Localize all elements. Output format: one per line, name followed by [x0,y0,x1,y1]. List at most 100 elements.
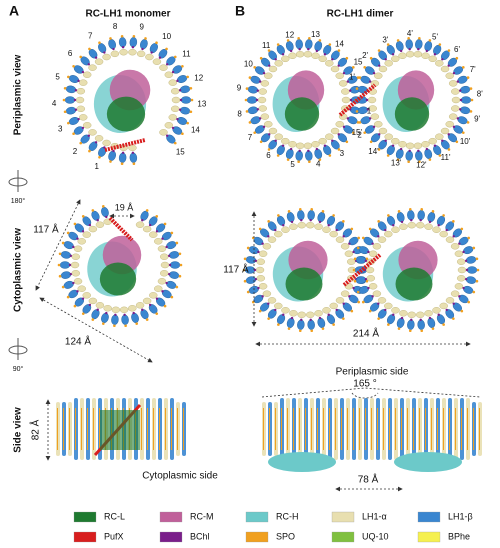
spo [363,131,366,134]
lh1-beta [457,75,468,84]
lh1-beta [360,75,371,84]
lh1-beta [465,256,477,264]
bchl [352,286,355,290]
spo [171,408,172,450]
lh1-beta [129,152,138,163]
bchl [348,295,351,298]
lh1-alpha [368,283,378,290]
bchl [456,117,460,120]
bchl [274,139,277,142]
bchl [331,58,334,61]
lh1-alpha [75,96,85,104]
bchl [256,108,260,111]
lh1-beta [459,85,471,94]
lh1-alpha [70,261,80,269]
lh1-alpha [341,96,351,104]
lh1-beta [460,96,472,104]
spo [418,36,421,40]
lh1-alpha [102,53,111,61]
bchl [318,316,322,320]
ring-label: 9 [237,84,242,93]
legend-swatch [159,511,183,523]
spo [135,322,138,325]
bchl [352,250,355,254]
lh1-beta [433,44,442,55]
lh1-alpha [82,231,91,238]
bchl [141,219,144,222]
spo [460,227,464,231]
lh1-beta [427,317,436,329]
bchl [257,250,260,254]
lh1-alpha [318,55,327,63]
lh1-alpha [391,55,400,63]
lh1-beta [140,210,149,221]
lh1-alpha [258,250,268,257]
bchl [165,134,169,137]
lh1-alpha [260,80,270,87]
lh1-beta [407,210,415,221]
lh1-alpha [255,266,265,274]
bchl [337,64,340,67]
lh1-alpha [405,50,415,58]
spo [466,76,470,79]
legend-label: LH1-β [448,511,473,521]
bchl [307,48,310,51]
lh1-alpha [152,58,162,65]
bchl [167,272,171,276]
structures [56,34,482,472]
lh1-alpha [424,223,433,230]
bchl [165,63,169,66]
lh1-alpha [102,139,111,147]
lh1-alpha [318,137,327,145]
ring-label: 5 [290,160,295,169]
measurement: 117 Å [223,263,249,276]
bchl [123,313,126,316]
spo [318,39,322,42]
lh1-alpha [367,96,377,104]
bchl [155,230,159,233]
spo [353,257,357,261]
bchl [433,53,437,56]
lh1-alpha [428,137,437,145]
spo [183,408,184,450]
rc-h [268,452,336,472]
spo [269,408,270,450]
spo [66,295,70,299]
lh1-alpha [95,221,105,228]
rc-h [394,452,462,472]
spo [91,318,95,321]
panel-title: RC-LH1 monomer [85,9,170,20]
dimension-lines [35,199,481,492]
bchl [178,108,182,111]
lh1-beta [245,256,257,264]
bchl [68,263,72,267]
lh1-beta [297,210,305,221]
spo [467,236,471,240]
bchl [72,281,75,285]
spo [460,309,464,313]
bchl [428,316,432,320]
bchl [458,295,461,298]
spo [352,268,356,272]
spo [472,246,476,250]
bchl [377,235,380,238]
lh1-beta [247,106,259,115]
spo [358,76,362,79]
spo [350,227,354,231]
bchl [365,98,369,102]
spo [297,36,300,40]
ring-label: 9' [474,115,480,124]
lh1-alpha [82,122,92,129]
lh1-beta [101,206,109,218]
bchl [342,235,345,238]
spo [337,49,341,52]
panel-title: RC-LH1 dimer [327,9,394,20]
spo [186,75,189,79]
lh1-alpha [136,50,146,58]
spo [246,246,250,250]
bchl [267,302,270,305]
bchl [315,147,319,151]
lh1-beta [177,75,188,83]
lh1-alpha [440,65,450,73]
bchl [114,313,117,316]
